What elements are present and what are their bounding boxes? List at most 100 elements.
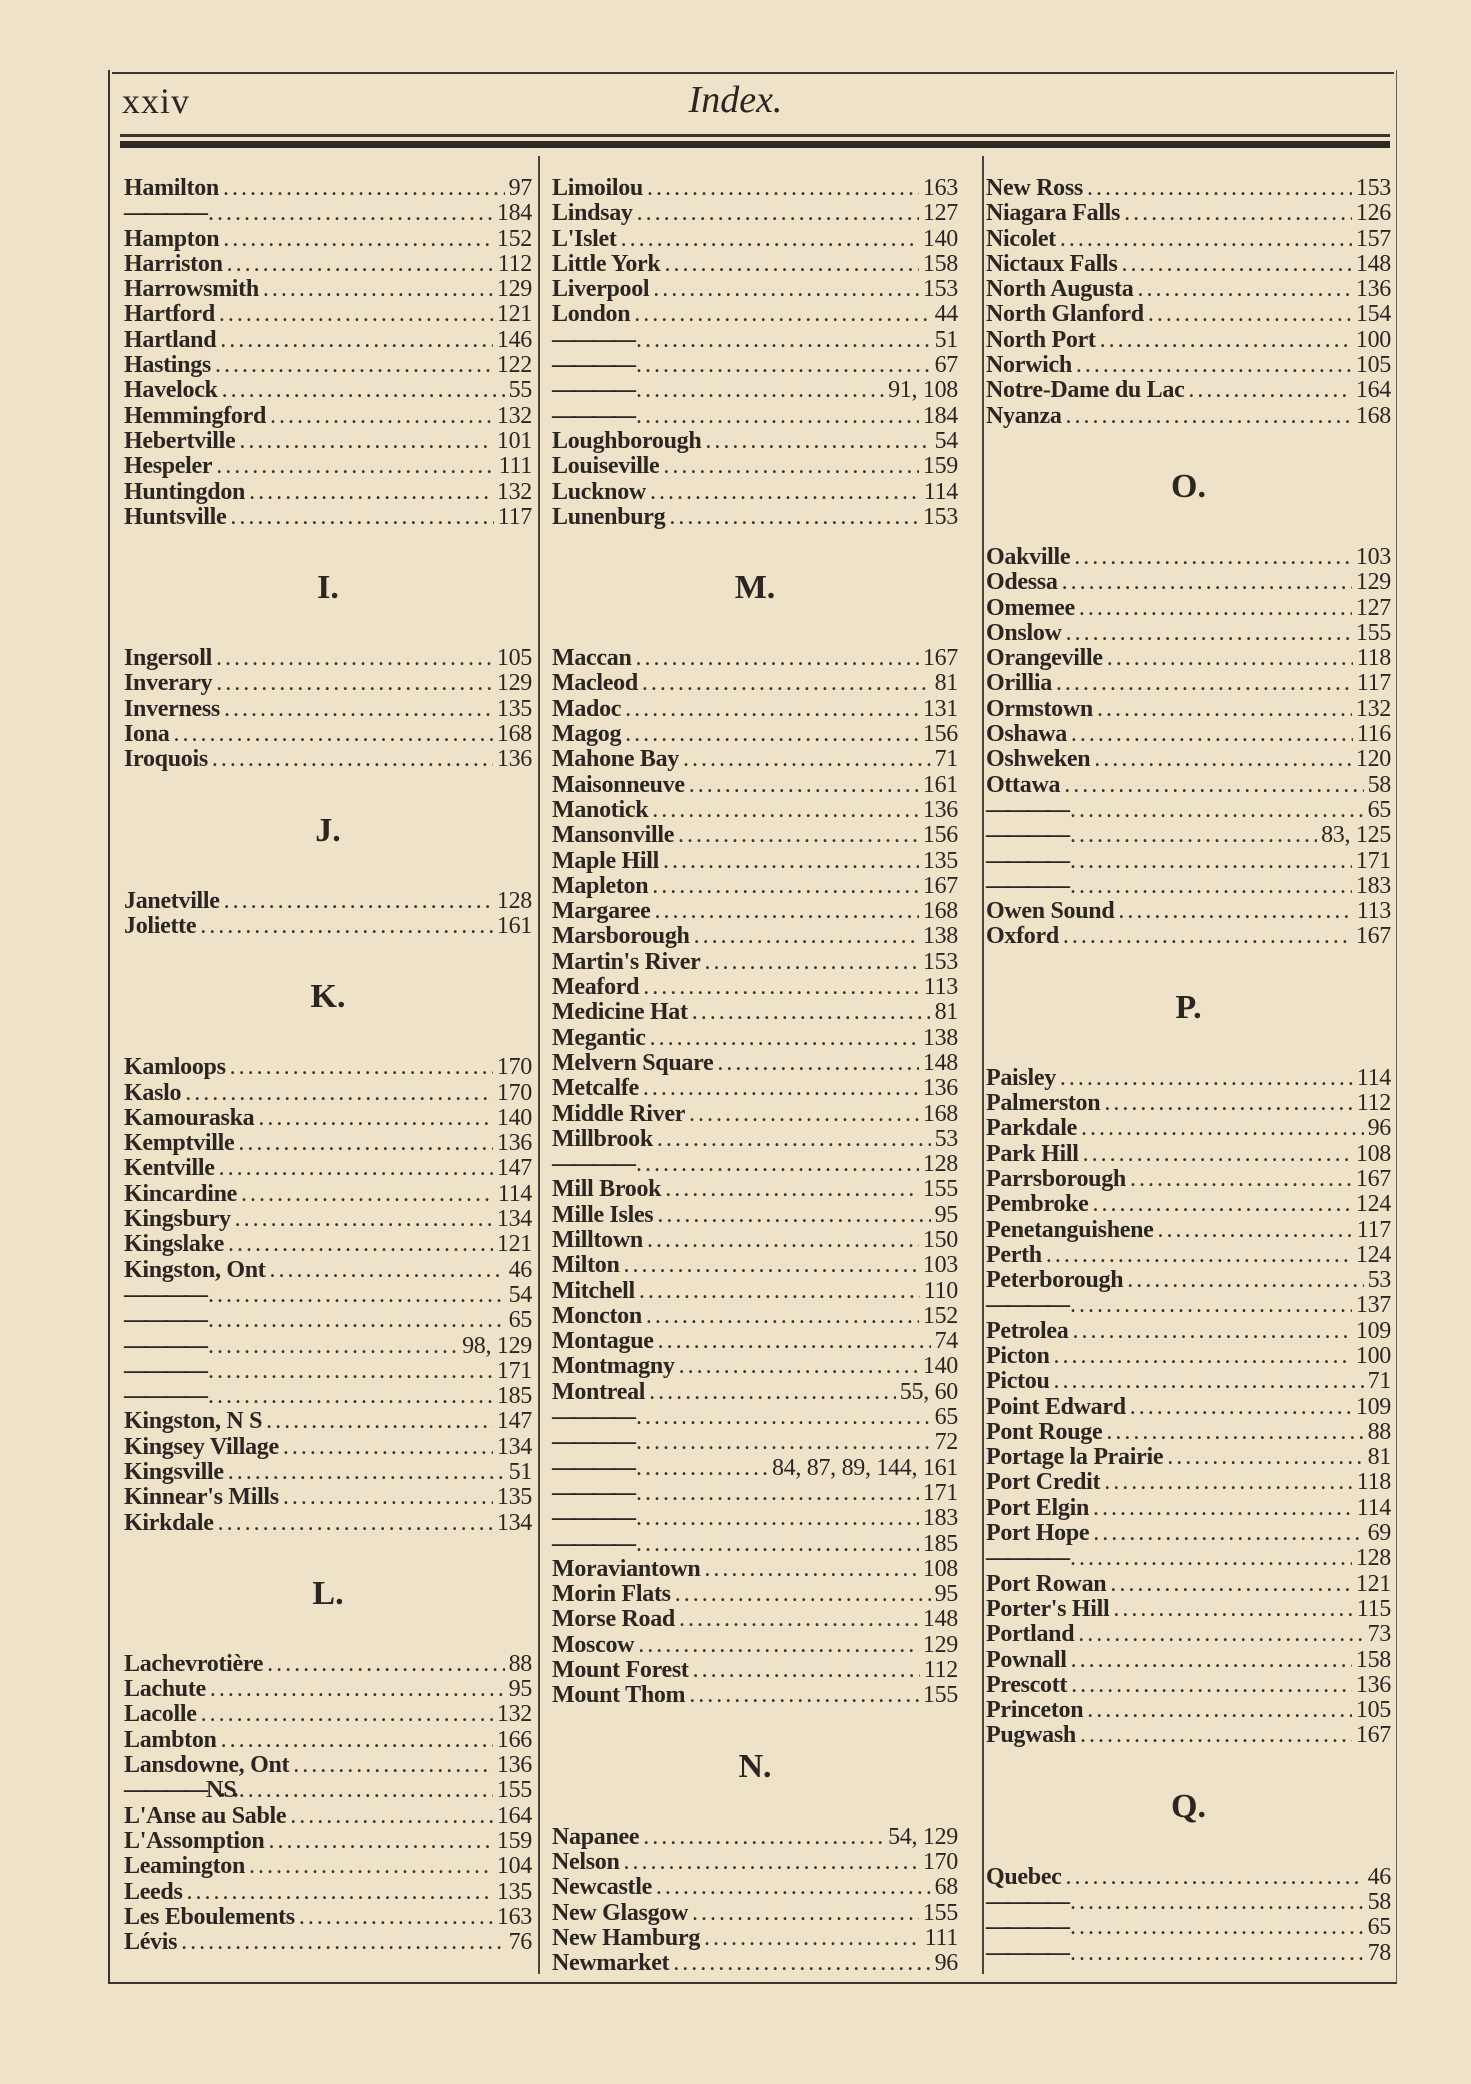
page-reference: 167 [922,645,958,672]
entry-name: Huntingdon [124,478,246,505]
dot-leader [679,1607,919,1632]
index-entry: Harriston 112 [124,251,532,277]
index-entry-continuation: ———— 98, 129 [124,1333,532,1359]
dot-leader [249,1854,493,1879]
dot-leader [216,671,493,696]
column-divider [538,156,540,1974]
entry-name: Kaslo [124,1079,182,1106]
page-reference: 112 [1356,1090,1392,1117]
entry-name: Lansdowne, Ont [124,1752,290,1779]
entry-name: Nicolet [986,225,1056,252]
dot-leader [1104,1091,1352,1116]
index-entry: Kingston, N S 147 [124,1409,532,1435]
entry-name: Picton [986,1342,1050,1369]
page-reference: 153 [922,276,958,303]
page-reference: 112 [923,1657,959,1684]
page-reference: 135 [496,1878,532,1905]
entry-name: Princeton [986,1697,1084,1724]
page-reference: 65 [1367,796,1392,823]
dot-leader [219,302,493,327]
index-entry: Porter's Hill 115 [986,1596,1391,1622]
entry-name: Portage la Prairie [986,1444,1164,1471]
dot-leader [221,1728,493,1753]
index-entry: Lacolle 132 [124,1702,532,1728]
index-entry: Kingston, Ont 46 [124,1257,532,1283]
index-entry: L'Assomption 159 [124,1828,532,1854]
index-entry: Port Credit 118 [986,1470,1391,1496]
index-entry: Oxford 167 [986,924,1391,950]
index-entry: Kentville 147 [124,1155,532,1182]
page-reference: 46 [1367,1863,1392,1890]
dot-leader [652,798,919,823]
page-reference: 108 [922,1555,958,1582]
entry-name: Orillia [986,670,1052,697]
page-reference: 127 [922,200,958,227]
page-reference: 113 [1356,898,1392,925]
entry-name: Lucknow [552,478,646,505]
entry-name: Louiseville [552,453,660,480]
dot-leader [1070,1546,1352,1571]
dot-leader [689,773,919,798]
dot-leader [624,1850,919,1875]
index-entry-continuation: ———— 84, 87, 89, 144, 161 [552,1455,958,1481]
entry-name: Huntsville [124,503,227,530]
page-reference: 95 [508,1676,533,1703]
dot-leader [639,1279,920,1304]
page-reference: 114 [1356,1494,1392,1521]
index-entry: Palmerston 112 [986,1090,1392,1117]
entry-name: Pownall [986,1646,1067,1673]
page-border [108,70,1397,1984]
page-reference: 97 [508,175,533,201]
index-entry-continuation: ———— N. S. 155 [124,1778,532,1804]
page-reference: 153 [922,503,958,530]
entry-name: Morse Road [552,1606,675,1633]
dot-leader [1106,1420,1363,1445]
dot-leader [269,1258,504,1283]
dot-leader [210,1677,505,1702]
index-entry: Limoilou 163 [552,175,958,201]
dot-leader [634,302,930,327]
entry-name: ———— [552,1429,636,1456]
index-entry: Hemmingford 132 [124,403,532,429]
page-reference: 53 [934,1125,959,1152]
dot-leader [222,378,505,403]
dot-leader [1070,798,1364,823]
page-reference: 108 [1355,1140,1391,1167]
entry-name: Harrowsmith [124,276,259,303]
dot-leader [1066,1865,1364,1890]
dot-leader [1100,328,1352,353]
entry-name: ———— [124,1281,208,1308]
dot-leader [1094,747,1352,772]
index-entry-continuation: ———— 65 [552,1404,958,1430]
entry-name: Mansonville [552,822,675,849]
entry-name: Kentville [124,1155,215,1182]
entry-name: Kingsville [124,1458,224,1485]
entry-name: Limoilou [552,175,643,201]
entry-name: Kemptville [124,1130,235,1157]
entry-name: Pictou [986,1368,1050,1395]
entry-name: Pont Rouge [986,1418,1103,1445]
page-reference: 129 [496,670,532,697]
page-reference: 126 [1355,200,1391,227]
entry-name: New Ross [986,175,1083,201]
index-entry: Kirkdale 134 [124,1510,532,1536]
entry-name: Milltown [552,1226,643,1253]
entry-name: Pembroke [986,1191,1089,1218]
index-entry: Prescott 136 [986,1672,1391,1698]
index-entry: Joliette 161 [124,913,532,939]
dot-leader [230,505,493,530]
page-reference: 166 [496,1726,532,1753]
entry-name: Kingslake [124,1231,224,1258]
page-reference: 136 [922,1075,958,1102]
index-entry: Mitchell 110 [552,1278,958,1304]
dot-leader [227,252,494,277]
index-entry: Lachute 95 [124,1676,533,1703]
letter-heading: J. [315,811,341,849]
index-entry: Montague 74 [552,1328,958,1354]
index-entry: Kemptville 136 [124,1130,532,1157]
index-entry: Princeton 105 [986,1697,1391,1724]
index-entry: Newcastle 68 [552,1874,958,1900]
page-reference: 71 [934,746,959,773]
page-reference: 128 [496,887,532,914]
dot-leader [1093,1521,1363,1546]
